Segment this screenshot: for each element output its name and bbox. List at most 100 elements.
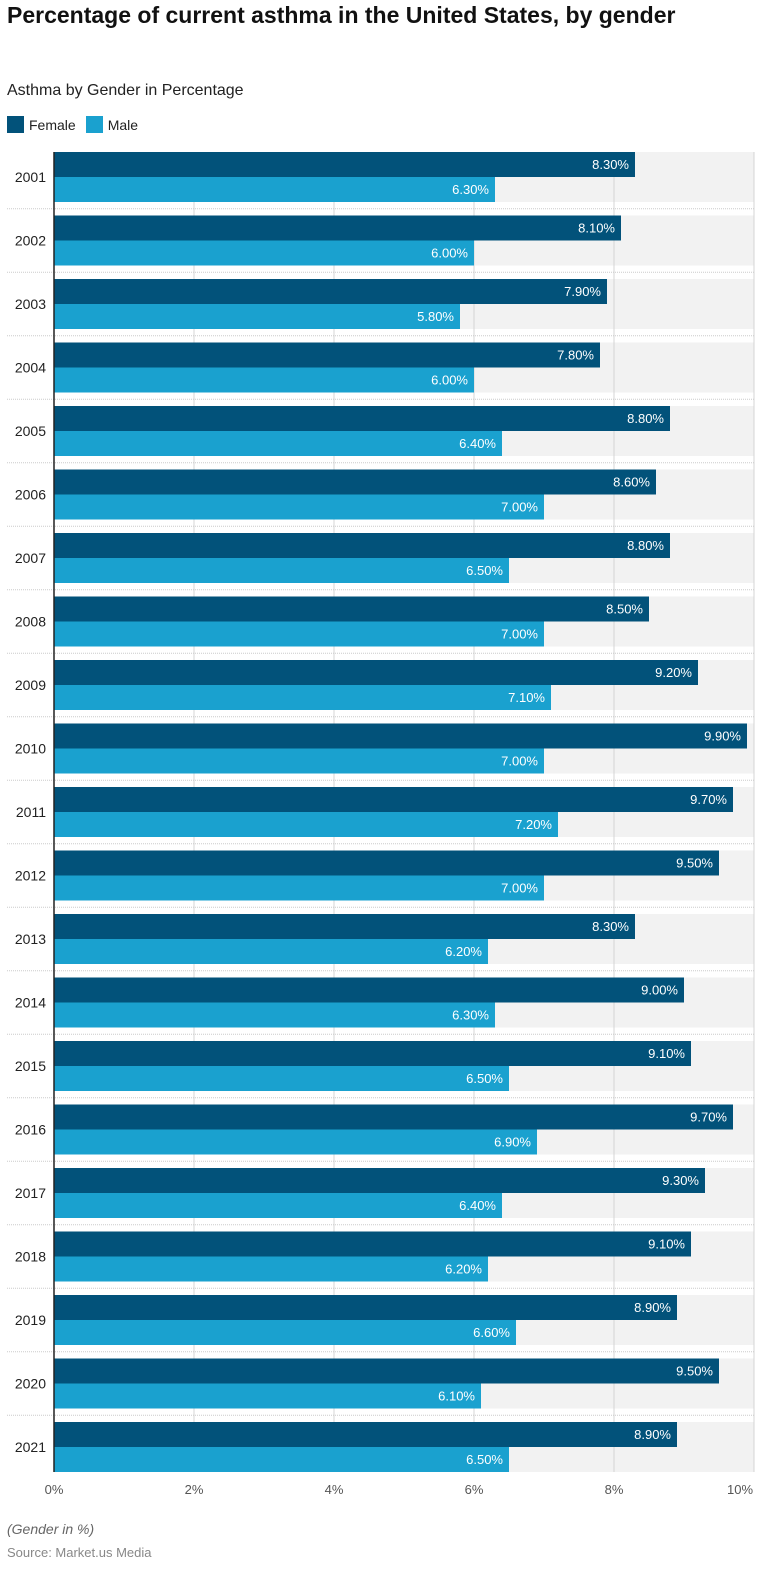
data-label: 5.80% xyxy=(417,309,454,324)
bar-female xyxy=(54,342,600,368)
data-label: 7.00% xyxy=(501,500,538,515)
bar-female xyxy=(54,152,635,177)
data-label: 9.00% xyxy=(641,983,678,998)
data-label: 7.10% xyxy=(508,690,545,705)
data-label: 8.90% xyxy=(634,1300,671,1315)
bar-male xyxy=(54,494,544,520)
data-label: 7.00% xyxy=(501,627,538,642)
bar-female xyxy=(54,914,635,939)
data-label: 9.50% xyxy=(676,856,713,871)
bar-female xyxy=(54,1041,691,1066)
category-label: 2007 xyxy=(15,550,46,566)
category-label: 2009 xyxy=(15,677,46,693)
data-label: 6.10% xyxy=(438,1389,475,1404)
bar-female xyxy=(54,850,719,876)
bar-male xyxy=(54,812,558,837)
data-label: 9.10% xyxy=(648,1046,685,1061)
category-label: 2019 xyxy=(15,1312,46,1328)
bar-male xyxy=(54,875,544,901)
category-label: 2017 xyxy=(15,1185,46,1201)
bar-male xyxy=(54,1256,488,1282)
data-label: 6.20% xyxy=(445,1262,482,1277)
bar-male xyxy=(54,367,474,393)
data-label: 9.90% xyxy=(704,729,741,744)
category-label: 2005 xyxy=(15,423,46,439)
bar-female xyxy=(54,1104,733,1130)
category-label: 2014 xyxy=(15,995,46,1011)
data-label: 7.80% xyxy=(557,348,594,363)
bar-male xyxy=(54,177,495,202)
bar-male xyxy=(54,939,488,964)
data-label: 8.90% xyxy=(634,1427,671,1442)
data-label: 6.30% xyxy=(452,1008,489,1023)
bar-male xyxy=(54,621,544,647)
category-label: 2008 xyxy=(15,614,46,630)
bar-female xyxy=(54,406,670,431)
data-label: 8.10% xyxy=(578,221,615,236)
bar-male xyxy=(54,1002,495,1028)
x-tick-label: 0% xyxy=(45,1482,64,1497)
data-label: 7.90% xyxy=(564,284,601,299)
data-label: 6.20% xyxy=(445,944,482,959)
legend-label-female: Female xyxy=(29,116,76,133)
legend-item-male: Male xyxy=(85,116,139,133)
legend-swatch-male xyxy=(85,116,103,133)
legend-swatch-female xyxy=(7,116,24,133)
legend: Female Male xyxy=(7,116,138,133)
data-label: 6.40% xyxy=(459,436,496,451)
x-tick-label: 6% xyxy=(465,1482,484,1497)
bar-male xyxy=(54,1447,509,1472)
data-label: 9.10% xyxy=(648,1237,685,1252)
data-label: 7.00% xyxy=(501,881,538,896)
bar-male xyxy=(54,431,502,456)
bar-female xyxy=(54,1358,719,1384)
category-label: 2013 xyxy=(15,931,46,947)
data-label: 8.80% xyxy=(627,538,664,553)
bar-male xyxy=(54,240,474,266)
data-label: 6.50% xyxy=(466,1071,503,1086)
bar-female xyxy=(54,1168,705,1193)
bar-female xyxy=(54,596,649,622)
bar-male xyxy=(54,1066,509,1091)
data-label: 9.20% xyxy=(655,665,692,680)
category-label: 2003 xyxy=(15,296,46,312)
bar-female xyxy=(54,1231,691,1257)
data-label: 8.50% xyxy=(606,602,643,617)
category-label: 2016 xyxy=(15,1122,46,1138)
category-label: 2020 xyxy=(15,1376,46,1392)
category-label: 2015 xyxy=(15,1058,46,1074)
bar-female xyxy=(54,469,656,495)
category-label: 2021 xyxy=(15,1439,46,1455)
data-label: 6.40% xyxy=(459,1198,496,1213)
chart-subtitle: Asthma by Gender in Percentage xyxy=(7,82,244,99)
category-label: 2006 xyxy=(15,487,46,503)
legend-label-male: Male xyxy=(107,116,139,133)
data-label: 9.70% xyxy=(690,1110,727,1125)
category-label: 2004 xyxy=(15,360,46,376)
x-tick-label: 4% xyxy=(325,1482,344,1497)
x-tick-label: 8% xyxy=(605,1482,624,1497)
data-label: 9.70% xyxy=(690,792,727,807)
bar-male xyxy=(54,1129,537,1155)
data-label: 7.20% xyxy=(515,817,552,832)
bar-female xyxy=(54,279,607,304)
bar-male xyxy=(54,1383,481,1409)
data-label: 8.30% xyxy=(592,919,629,934)
bar-female xyxy=(54,1422,677,1447)
bar-female xyxy=(54,723,747,749)
data-label: 6.50% xyxy=(466,563,503,578)
data-label: 8.30% xyxy=(592,157,629,172)
bar-female xyxy=(54,660,698,685)
x-tick-label: 10% xyxy=(727,1482,753,1497)
bar-male xyxy=(54,1320,516,1345)
bar-male xyxy=(54,685,551,710)
data-label: 7.00% xyxy=(501,754,538,769)
bar-female xyxy=(54,215,621,241)
chart-source: Source: Market.us Media xyxy=(7,1545,152,1560)
data-label: 6.50% xyxy=(466,1452,503,1467)
category-label: 2011 xyxy=(16,804,46,820)
category-label: 2018 xyxy=(15,1249,46,1265)
data-label: 6.00% xyxy=(431,373,468,388)
data-label: 6.30% xyxy=(452,182,489,197)
